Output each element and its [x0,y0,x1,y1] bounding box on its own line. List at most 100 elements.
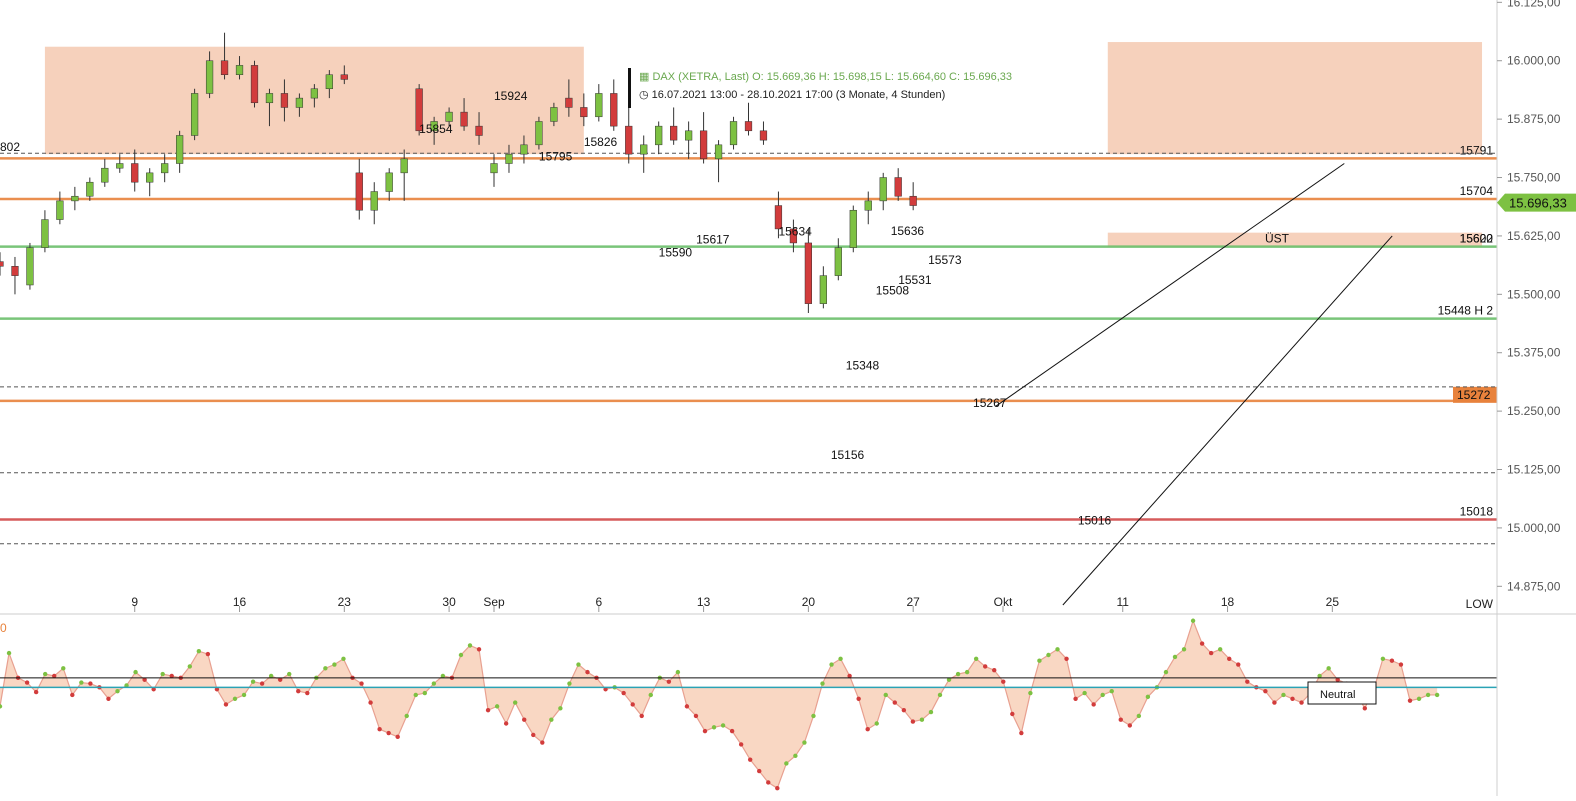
oscillator-point [964,669,970,675]
candle-down [610,93,618,127]
candle-up [714,144,723,160]
oscillator-point [1398,662,1404,667]
candle-up [161,163,169,174]
price-tick-label: 15.750,00 [1507,171,1561,185]
oscillator-point [1028,690,1033,696]
candle-up [176,135,184,164]
oscillator-point [476,647,482,652]
candle-up [595,93,603,118]
candle-down [565,97,573,108]
oscillator-point [910,719,916,724]
oscillator-point [1208,650,1214,656]
candle-up [535,121,543,146]
candle-down [475,125,483,136]
oscillator-point [540,740,545,745]
candle-down [670,125,678,141]
oscillator-point [6,650,12,656]
candle-up [445,111,453,122]
oscillator-point [359,681,364,686]
candle-up [490,163,498,174]
candle-up [640,144,648,155]
oscillator-point [250,679,256,684]
oscillator-point [1190,618,1196,623]
info-line2: 16.07.2021 13:00 - 28.10.2021 17:00 (3 M… [651,89,946,101]
oscillator-point [1082,690,1087,696]
oscillator-point [883,692,888,698]
candle-down [774,205,783,230]
oscillator-point [196,649,202,654]
oscillator-point [946,677,952,682]
oscillator-point [259,681,265,686]
candle-down [699,130,708,160]
oscillator-point [413,692,418,698]
x-tick-label: 6 [595,595,602,609]
oscillator-point [70,692,75,698]
clock-icon: ◷ [639,89,649,101]
info-box: ▦ DAX (XETRA, Last) O: 15.669,36 H: 15.6… [628,68,1012,108]
price-annotation: 15531 [898,273,932,287]
oscillator-point [955,671,961,677]
levels-layer: 15791 15704 15602 15448 H 2 15272 15018 802 [0,140,1497,545]
candle-up [370,191,378,211]
oscillator-point [503,721,509,726]
candle-up [265,93,274,104]
candle-down [894,177,902,197]
level-label: 15018 [1460,504,1494,518]
candle-up [685,130,693,141]
oscillator-point [747,757,753,762]
oscillator-point [1163,669,1169,675]
x-tick-label: Sep [483,595,505,609]
candle-up [41,219,49,248]
candle-up [71,195,79,202]
oscillator-point [1001,679,1006,684]
candle-down [340,74,348,80]
oscillator-point [820,681,825,686]
price-tick-label: 14.875,00 [1507,579,1561,593]
price-annotation: ÜST [1265,231,1290,245]
price-annotation: 15634 [778,225,812,239]
candle-up [205,60,214,94]
price-axis-background [1497,0,1576,796]
oscillator-point [160,671,165,677]
candle-down [580,107,588,118]
candle-up [400,158,408,174]
oscillator-point [1389,658,1395,663]
oscillator-point [332,662,337,667]
oscillator-point [1362,706,1368,711]
oscillator-point [124,683,129,688]
oscillator-point [684,704,690,709]
oscillator-point [666,679,672,684]
oscillator-point [205,651,211,657]
oscillator-point [1299,700,1304,705]
oscillator-point [187,664,193,669]
oscillator-point [142,677,147,682]
oscillator-point [1145,694,1151,700]
oscillator-point [287,671,292,677]
oscillator-point [440,673,446,679]
level-label: 15448 H 2 [1438,304,1494,318]
candle-down [355,172,363,211]
oscillator-point [214,687,220,692]
oscillator-point [738,742,744,747]
oscillator-point [1335,677,1340,682]
price-annotation: 15826 [584,135,618,149]
x-tick-label: 11 [1117,595,1130,609]
candle-up [520,144,528,155]
oscillator-point [937,692,943,698]
oscillator-point [729,728,735,734]
candle-up [101,167,109,183]
zones-layer [44,42,1483,247]
oscillator-point [693,713,699,719]
oscillator-point [838,656,843,662]
oscillator-point [648,692,653,698]
oscillator-point [115,688,120,694]
oscillator-point [901,707,907,713]
oscillator-point [33,689,39,695]
x-tick-label: 25 [1326,595,1340,609]
oscillator-point [1416,696,1422,701]
oscillator-point [1046,652,1051,658]
oscillator-point [1425,692,1431,698]
oscillator-point [639,713,644,719]
